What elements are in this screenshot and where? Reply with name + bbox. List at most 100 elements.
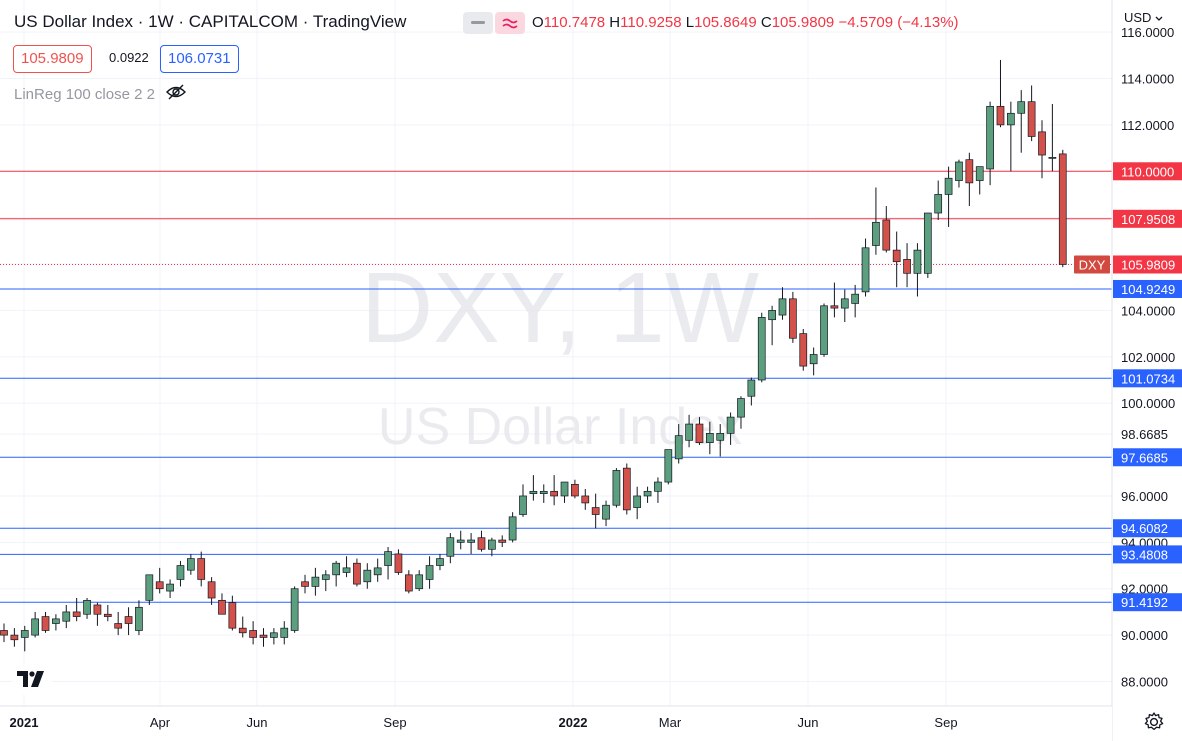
candle-body	[809, 354, 818, 365]
candle-body	[259, 634, 268, 638]
candle-body	[93, 604, 102, 615]
candle-body	[654, 481, 662, 492]
level-price-text: 97.6685	[1121, 450, 1168, 465]
candle-body	[612, 470, 621, 506]
indicator-legend[interactable]: LinReg 100 close 2 2	[14, 84, 187, 104]
candle-body	[404, 574, 413, 592]
open-label: O	[532, 14, 544, 31]
candle-body	[415, 574, 424, 590]
level-price-text: 94.6082	[1121, 521, 1168, 536]
candle-body	[83, 599, 91, 615]
candle-body	[716, 432, 725, 441]
candle-body	[737, 398, 745, 418]
candle-body	[986, 105, 994, 170]
candle-body	[197, 558, 206, 580]
candle-body	[892, 249, 901, 263]
candle-body	[747, 379, 756, 397]
candle-body	[155, 581, 164, 590]
candle-body	[228, 602, 237, 629]
y-tick-label: 114.0000	[1121, 72, 1174, 87]
close-label: C	[760, 14, 772, 31]
sell-price-button[interactable]: 105.9809	[13, 45, 92, 73]
candle-body	[789, 298, 797, 339]
chart-title: US Dollar Index · 1W · CAPITALCOM · Trad…	[14, 12, 407, 31]
candle-body	[571, 484, 579, 497]
candle-body	[539, 490, 548, 494]
tradingview-logo-icon[interactable]	[12, 662, 52, 696]
spread-value: 0.0922	[109, 50, 149, 65]
level-price-label	[1113, 519, 1182, 538]
candle-body	[103, 613, 112, 617]
candle-body	[643, 490, 652, 497]
level-price-label	[1113, 162, 1182, 181]
symbol-tag	[1074, 255, 1110, 274]
wave-icon[interactable]	[495, 12, 525, 34]
candle-body	[944, 177, 953, 195]
currency-selector[interactable]: USD	[1124, 10, 1163, 25]
minus-icon[interactable]	[463, 12, 493, 34]
candle-body	[581, 495, 590, 504]
candle-body	[31, 618, 39, 636]
candle-body	[840, 298, 849, 309]
candle-body	[1007, 112, 1015, 126]
candle-body	[114, 623, 123, 629]
level-price-label	[1113, 279, 1182, 298]
candle-body	[1027, 101, 1036, 137]
candle-body	[280, 627, 289, 638]
x-tick-label: Jun	[798, 715, 819, 730]
chevron-down-icon	[1155, 10, 1163, 25]
level-price-text: 93.4808	[1121, 547, 1168, 562]
candle-body	[726, 416, 735, 434]
candle-body	[166, 583, 174, 592]
y-tick-label: 90.0000	[1121, 628, 1168, 643]
candle-body	[311, 576, 320, 587]
candle-body	[10, 634, 19, 641]
candle-body	[135, 606, 143, 631]
indicator-label: LinReg 100 close 2 2	[14, 85, 155, 103]
candle-body	[768, 310, 776, 321]
candle-body	[321, 574, 330, 580]
candle-body	[872, 221, 880, 246]
candle-body	[695, 423, 704, 443]
level-price-text: 110.0000	[1121, 164, 1174, 179]
candle-body	[20, 630, 29, 638]
candle-body	[519, 495, 527, 515]
level-price-label	[1113, 369, 1182, 388]
header-buttons	[463, 12, 525, 34]
candle-body	[145, 574, 154, 601]
candle-body	[955, 161, 963, 181]
candle-body	[353, 562, 361, 585]
candle-body	[903, 259, 911, 274]
candle-body	[685, 423, 693, 441]
candle-body	[633, 495, 642, 508]
candle-body	[477, 537, 486, 550]
candle-body	[363, 569, 372, 583]
eye-off-icon[interactable]	[165, 84, 187, 104]
candle-body	[342, 567, 351, 573]
x-tick-label: Jun	[247, 715, 268, 730]
candle-body	[373, 567, 382, 576]
candle-body	[913, 249, 922, 274]
last-price-text: 105.9809	[1121, 257, 1175, 272]
y-tick-label: 92.0000	[1121, 582, 1168, 597]
candle-body	[1017, 101, 1026, 114]
candle-body	[249, 630, 257, 638]
candle-body	[1048, 157, 1057, 159]
level-price-text: 107.9508	[1121, 212, 1175, 227]
candle-body	[529, 490, 538, 494]
candle-body	[52, 618, 60, 624]
candle-body	[560, 481, 569, 497]
candle-body	[467, 539, 475, 543]
buy-price-button[interactable]: 106.0731	[160, 45, 239, 73]
candle-body	[0, 630, 8, 636]
candle-body	[975, 166, 984, 181]
gear-icon[interactable]	[1143, 711, 1165, 733]
level-price-label	[1113, 209, 1182, 228]
y-tick-label: 102.0000	[1121, 350, 1175, 365]
high-label: H	[609, 14, 621, 31]
candle-body	[705, 432, 714, 443]
open-value: 110.7478	[543, 14, 606, 31]
candle-body	[882, 219, 891, 251]
